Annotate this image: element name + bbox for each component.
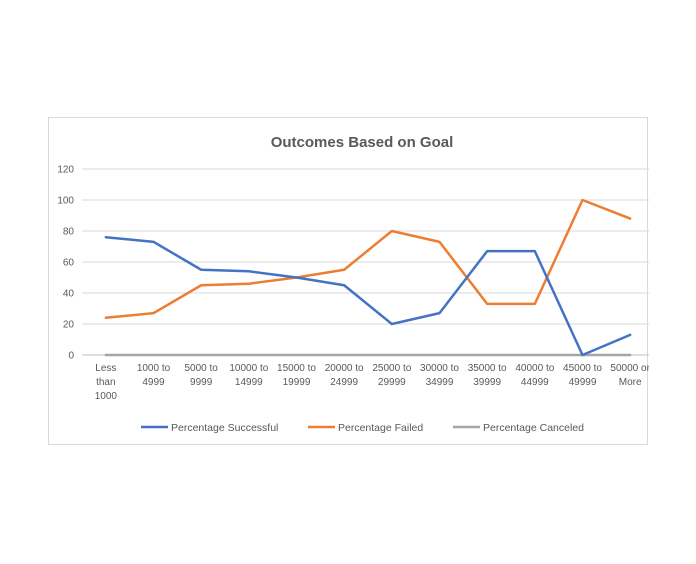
y-tick-label: 0 — [68, 351, 74, 362]
x-tick-label: 1000 to 4999 — [137, 363, 171, 388]
y-axis-ticks: 0 20 40 60 80 100 120 — [57, 165, 74, 362]
x-tick-label: 35000 to 39999 — [468, 363, 507, 388]
x-tick-label: 5000 to 9999 — [184, 363, 218, 388]
x-axis-ticks: Less than 1000 1000 to 4999 5000 to 9999 10000 … — [95, 363, 649, 402]
series-line — [104, 235, 632, 357]
y-tick-label: 120 — [57, 165, 74, 176]
line-chart: Outcomes Based on Goal 0 20 40 60 80 100 120 L… — [57, 134, 649, 434]
y-tick-label: 100 — [57, 196, 74, 207]
x-tick-label: 10000 to 14999 — [229, 363, 268, 388]
legend: Percentage Successful Percentage Failed Pe… — [141, 422, 584, 434]
x-tick-label: 45000 to 49999 — [563, 363, 602, 388]
x-tick-label: Less than 1000 — [95, 363, 118, 402]
x-tick-label: 50000 or More — [610, 363, 649, 388]
series-line — [104, 198, 632, 320]
y-tick-label: 80 — [63, 227, 75, 238]
chart-area: Outcomes Based on Goal 0 20 40 60 80 100 120 L… — [48, 117, 649, 445]
y-tick-label: 20 — [63, 320, 75, 331]
gridlines — [82, 168, 649, 356]
x-tick-label: 40000 to 44999 — [515, 363, 554, 388]
x-tick-label: 30000 to 34999 — [420, 363, 459, 388]
x-tick-label: 25000 to 29999 — [372, 363, 411, 388]
chart-title: Outcomes Based on Goal — [271, 134, 454, 151]
y-tick-label: 40 — [63, 289, 75, 300]
y-tick-label: 60 — [63, 258, 75, 269]
x-tick-label: 15000 to 19999 — [277, 363, 316, 388]
series-lines — [104, 198, 632, 357]
x-tick-label: 20000 to 24999 — [325, 363, 364, 388]
legend-label: Percentage Failed — [338, 422, 423, 434]
legend-label: Percentage Canceled — [483, 422, 584, 434]
legend-label: Percentage Successful — [171, 422, 278, 434]
